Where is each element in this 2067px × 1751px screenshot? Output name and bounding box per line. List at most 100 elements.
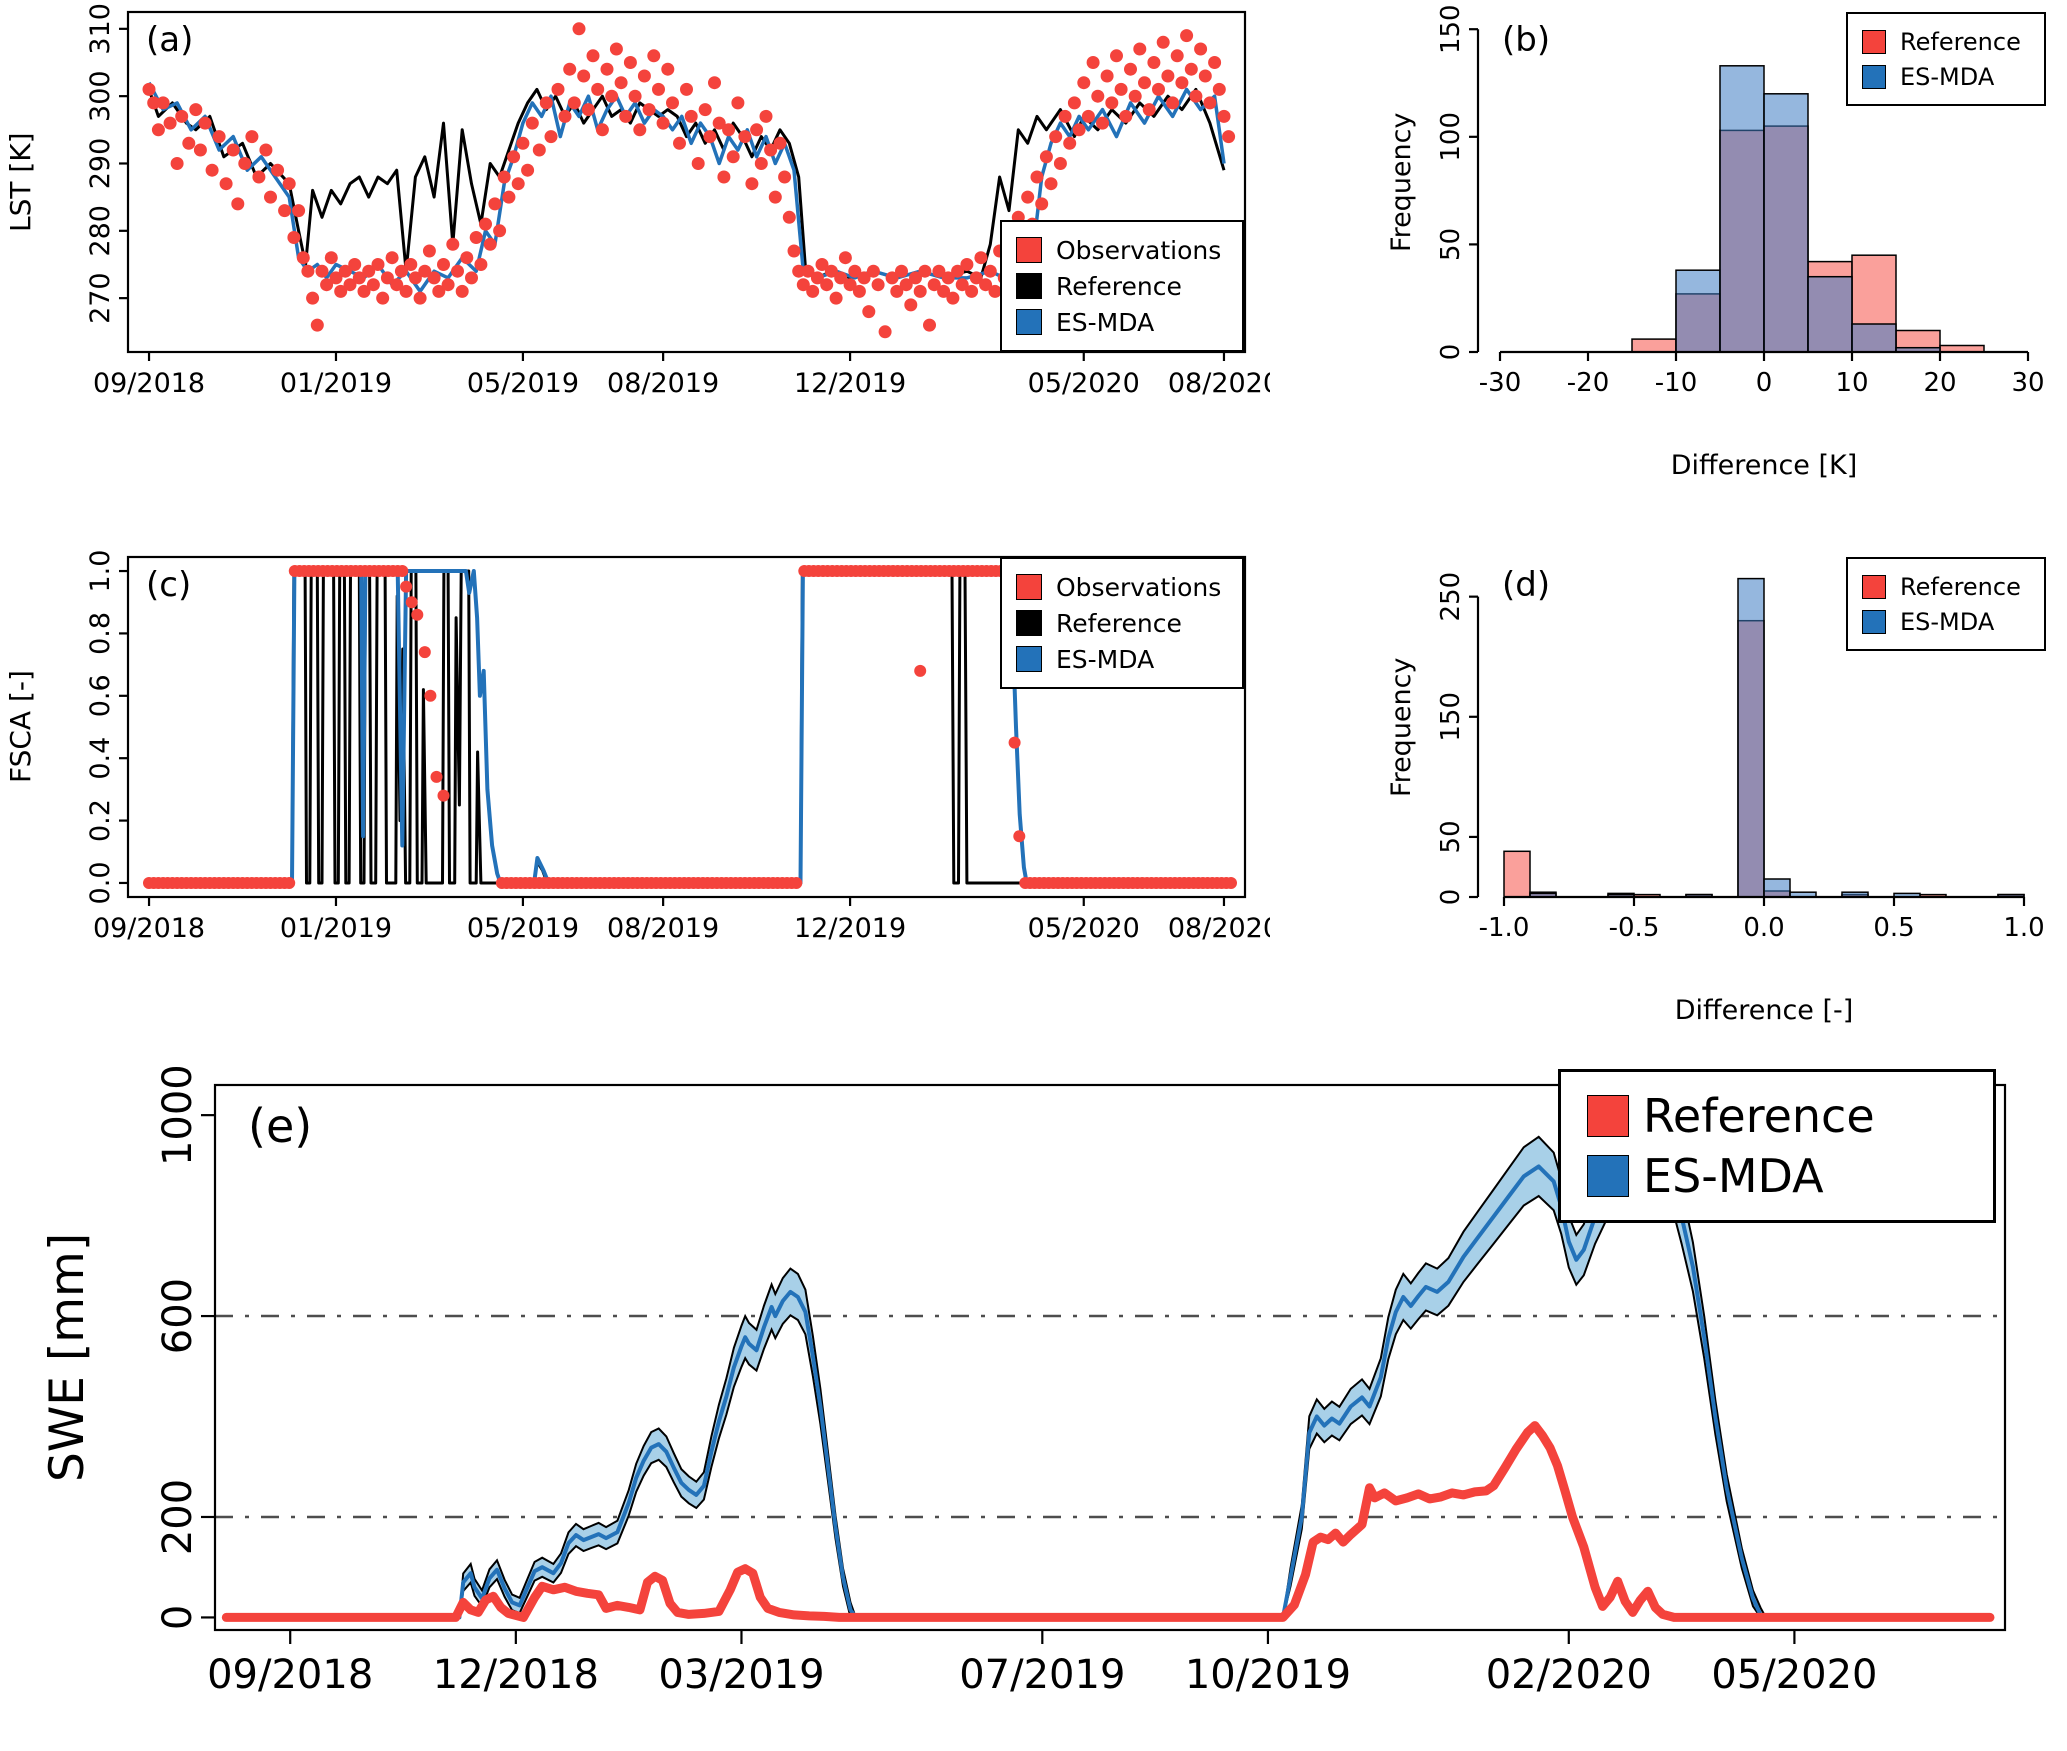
legend-a: Observations Reference ES-MDA xyxy=(1000,220,1244,352)
legend-label: Reference xyxy=(1900,27,2021,56)
svg-text:0: 0 xyxy=(1436,344,1466,361)
svg-text:-0.5: -0.5 xyxy=(1609,913,1660,943)
svg-text:05/2019: 05/2019 xyxy=(467,913,579,944)
svg-text:0.8: 0.8 xyxy=(85,612,116,655)
legend-item-reference: Reference xyxy=(1016,609,1228,638)
svg-text:300: 300 xyxy=(85,70,116,122)
difference-k-x-axis-label: Difference [K] xyxy=(1670,450,1858,481)
svg-text:30: 30 xyxy=(2011,368,2044,398)
legend-label: ES-MDA xyxy=(1056,644,1155,674)
legend-label: Reference xyxy=(1643,1089,1875,1143)
svg-text:09/2018: 09/2018 xyxy=(93,368,205,399)
svg-text:0.0: 0.0 xyxy=(85,861,116,904)
svg-text:600: 600 xyxy=(155,1278,201,1354)
panel-letter-b: (b) xyxy=(1502,20,1551,60)
svg-text:0.4: 0.4 xyxy=(85,737,116,780)
panel-d-fsca-difference-histogram: -1.0 -0.5 0.0 0.5 1.0 0 50 150 250 (d) Frequency… xyxy=(1290,545,2067,1055)
lst-y-axis-label: LST [K] xyxy=(4,132,37,232)
legend-item-reference: Reference xyxy=(1862,28,2030,56)
legend-item-es-mda: ES-MDA xyxy=(1862,63,2030,91)
legend-item-es-mda: ES-MDA xyxy=(1016,645,1228,674)
svg-text:12/2019: 12/2019 xyxy=(794,913,906,944)
swe-y-axis-label: SWE [mm] xyxy=(40,1232,95,1483)
svg-text:0.2: 0.2 xyxy=(85,799,116,842)
legend-item-reference: Reference xyxy=(1587,1089,1967,1143)
frequency-y-axis-label-b: Frequency xyxy=(1386,112,1417,252)
svg-text:-20: -20 xyxy=(1567,368,1609,398)
legend-item-es-mda: ES-MDA xyxy=(1016,308,1228,337)
difference-x-axis-label: Difference [-] xyxy=(1674,995,1854,1026)
svg-text:10: 10 xyxy=(1835,368,1868,398)
svg-text:08/2019: 08/2019 xyxy=(607,913,719,944)
svg-text:150: 150 xyxy=(1436,692,1466,742)
svg-text:09/2018: 09/2018 xyxy=(207,1652,373,1698)
legend-label: Observations xyxy=(1056,235,1222,265)
legend-swatch-icon xyxy=(1016,309,1042,335)
panel-letter-c: (c) xyxy=(146,565,192,605)
legend-swatch-icon xyxy=(1862,29,1886,54)
svg-text:50: 50 xyxy=(1436,820,1466,853)
legend-item-es-mda: ES-MDA xyxy=(1862,608,2030,636)
legend-item-observations: Observations xyxy=(1016,236,1228,265)
legend-label: ES-MDA xyxy=(1643,1149,1824,1203)
legend-label: ES-MDA xyxy=(1900,62,1995,91)
legend-item-es-mda: ES-MDA xyxy=(1587,1149,1967,1203)
legend-b: Reference ES-MDA xyxy=(1846,12,2046,106)
svg-text:08/2020: 08/2020 xyxy=(1168,913,1270,944)
svg-text:-1.0: -1.0 xyxy=(1479,913,1530,943)
legend-d: Reference ES-MDA xyxy=(1846,557,2046,651)
svg-text:08/2020: 08/2020 xyxy=(1168,368,1270,399)
svg-text:270: 270 xyxy=(85,272,116,324)
svg-text:05/2020: 05/2020 xyxy=(1711,1652,1877,1698)
svg-text:50: 50 xyxy=(1436,228,1466,261)
svg-text:0: 0 xyxy=(155,1605,201,1630)
legend-label: Observations xyxy=(1056,572,1222,602)
svg-text:-30: -30 xyxy=(1479,368,1521,398)
svg-text:280: 280 xyxy=(85,205,116,257)
svg-text:0.6: 0.6 xyxy=(85,674,116,717)
legend-swatch-icon xyxy=(1016,574,1042,600)
svg-text:12/2019: 12/2019 xyxy=(794,368,906,399)
svg-text:12/2018: 12/2018 xyxy=(433,1652,599,1698)
svg-text:1.0: 1.0 xyxy=(2003,913,2044,943)
svg-text:1000: 1000 xyxy=(155,1064,201,1166)
svg-text:07/2019: 07/2019 xyxy=(959,1652,1125,1698)
svg-text:02/2020: 02/2020 xyxy=(1486,1652,1652,1698)
svg-text:03/2019: 03/2019 xyxy=(658,1652,824,1698)
svg-text:05/2019: 05/2019 xyxy=(467,368,579,399)
legend-swatch-icon xyxy=(1862,609,1886,634)
svg-text:09/2018: 09/2018 xyxy=(93,913,205,944)
legend-swatch-icon xyxy=(1862,64,1886,89)
svg-text:0.5: 0.5 xyxy=(1873,913,1914,943)
legend-item-reference: Reference xyxy=(1862,573,2030,601)
svg-text:150: 150 xyxy=(1436,4,1466,54)
svg-text:310: 310 xyxy=(85,3,116,55)
svg-text:05/2020: 05/2020 xyxy=(1028,368,1140,399)
legend-swatch-icon xyxy=(1016,646,1042,672)
panel-b-lst-difference-histogram: -30 -20 -10 0 10 20 30 0 50 100 150 (b) Frequency … xyxy=(1290,0,2067,510)
svg-text:1.0: 1.0 xyxy=(85,550,116,593)
svg-text:0.0: 0.0 xyxy=(1743,913,1784,943)
svg-text:05/2020: 05/2020 xyxy=(1028,913,1140,944)
lst-difference-histogram-plot: -30 -20 -10 0 10 20 30 0 50 100 150 xyxy=(1436,4,2045,398)
svg-text:250: 250 xyxy=(1436,572,1466,622)
legend-swatch-icon xyxy=(1016,610,1042,636)
svg-text:0: 0 xyxy=(1756,368,1773,398)
fsca-difference-histogram-plot: -1.0 -0.5 0.0 0.5 1.0 0 50 150 250 xyxy=(1436,572,2045,943)
panel-letter-e: (e) xyxy=(248,1099,313,1153)
svg-text:20: 20 xyxy=(1923,368,1956,398)
legend-swatch-icon xyxy=(1862,574,1886,599)
svg-text:10/2019: 10/2019 xyxy=(1185,1652,1351,1698)
legend-label: Reference xyxy=(1056,271,1182,301)
legend-swatch-icon xyxy=(1587,1095,1629,1137)
legend-e: Reference ES-MDA xyxy=(1558,1069,1996,1223)
lst-timeseries-plot: 09/2018 01/2019 05/2019 08/2019 12/2019 05/20… xyxy=(85,3,1270,399)
panel-c-fsca-timeseries: 09/2018 01/2019 05/2019 08/2019 12/2019 05/20… xyxy=(0,545,1270,1005)
panel-a-lst-timeseries: 09/2018 01/2019 05/2019 08/2019 12/2019 05/20… xyxy=(0,0,1270,460)
legend-label: ES-MDA xyxy=(1056,307,1155,337)
legend-swatch-icon xyxy=(1016,237,1042,263)
svg-text:0: 0 xyxy=(1436,889,1466,906)
legend-label: ES-MDA xyxy=(1900,607,1995,636)
svg-text:01/2019: 01/2019 xyxy=(280,368,392,399)
